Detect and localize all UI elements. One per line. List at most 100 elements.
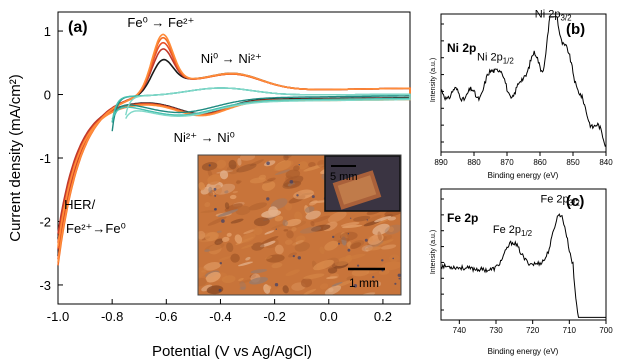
peak-label-0: Ni 2p1/2 (477, 51, 514, 65)
texture-grain (284, 218, 302, 227)
panel-c-label: (c) (566, 193, 584, 210)
texture-grain (230, 218, 244, 224)
texture-speck (292, 255, 295, 258)
texture-grain (374, 215, 392, 223)
small-scale-bar-label: 5 mm (330, 171, 358, 183)
texture-grain (327, 211, 347, 223)
panel-c-peak-labels: Fe 2p1/2Fe 2p3/2 (493, 194, 580, 238)
texture-grain (353, 215, 371, 222)
texture-grain (235, 180, 242, 184)
a-ytick-label: 0 (44, 88, 51, 103)
panel-c-title: Fe 2p (447, 211, 478, 225)
texture-grain (253, 217, 270, 227)
texture-speck (275, 228, 277, 230)
xps-xtick-label: 730 (489, 326, 503, 335)
xps-xtick-label: 860 (533, 158, 547, 167)
peak-label-subscript: 1/2 (503, 56, 515, 65)
texture-speck (221, 219, 225, 223)
texture-grain (250, 269, 268, 274)
xps-xtick-label: 880 (467, 158, 481, 167)
texture-grain (381, 244, 397, 250)
texture-speck (338, 242, 340, 245)
texture-speck (297, 256, 301, 260)
texture-grain (248, 202, 267, 211)
texture-grain (219, 170, 229, 180)
texture-grain (340, 221, 360, 227)
texture-speck (392, 257, 395, 260)
a-ytick-label: -1 (39, 151, 51, 166)
peak-label-subscript: 3/2 (569, 199, 581, 208)
panel-b-xlabel: Binding energy (eV) (488, 171, 559, 180)
texture-grain (224, 203, 243, 212)
texture-grain (274, 169, 291, 175)
peak-label-main: Ni 2p (477, 51, 503, 63)
texture-speck (266, 197, 270, 201)
a-ytick-label: -2 (39, 214, 51, 229)
texture-speck (394, 282, 397, 285)
texture-grain (387, 216, 397, 221)
texture-grain (264, 230, 275, 235)
peak-label-main: Fe 2p (493, 224, 521, 236)
texture-grain (198, 182, 206, 191)
texture-speck (350, 217, 352, 219)
texture-grain (282, 285, 289, 294)
texture-grain (221, 236, 230, 242)
panel-a-xlabel: Potential (V vs Ag/AgCl) (152, 343, 312, 360)
xps-xtick-label: 740 (453, 326, 467, 335)
texture-grain (317, 159, 327, 168)
texture-grain (303, 288, 317, 295)
micrograph-frame (197, 154, 402, 296)
large-scale-bar-label: 1 mm (349, 276, 379, 290)
texture-grain (262, 179, 274, 184)
annotation-fe-reduction: Fe²⁺→Fe⁰ (66, 221, 126, 236)
texture-speck (397, 273, 401, 277)
texture-grain (228, 159, 237, 170)
texture-grain (324, 285, 342, 295)
texture-speck (364, 238, 368, 242)
a-ytick-label: -3 (39, 278, 51, 293)
peak-label-subscript: 1/2 (521, 229, 533, 238)
panel-c-ylabel: Intensity (a.u.) (430, 230, 437, 274)
texture-grain (268, 206, 279, 217)
texture-grain (249, 277, 268, 285)
panel-a-curves (57, 33, 411, 266)
texture-grain (207, 216, 227, 226)
texture-grain (310, 220, 315, 227)
texture-grain (310, 224, 331, 232)
texture-grain (264, 285, 272, 291)
texture-grain (282, 219, 288, 227)
panel-c-xlabel: Binding energy (eV) (488, 347, 559, 356)
texture-grain (239, 281, 247, 291)
panel-a-annotations: Fe⁰ → Fe²⁺ Ni⁰ → Ni²⁺ Ni²⁺ → Ni⁰ HER/Fe²⁺→F… (64, 15, 262, 236)
texture-grain (367, 236, 373, 242)
inset-micrograph: 5 mm 1 mm (197, 154, 402, 296)
texture-grain (201, 284, 213, 292)
texture-speck (214, 194, 217, 197)
texture-grain (235, 205, 251, 216)
texture-grain (284, 202, 293, 211)
a-ytick-label: 1 (44, 24, 51, 39)
texture-speck (347, 248, 351, 252)
texture-grain (226, 232, 232, 237)
xps-xtick-label: 720 (526, 326, 540, 335)
panel-a: (a) -1.0 -0.8 -0.6 -0.4 -0.2 0.0 0.2 1 0 -1 -2 -3 F… (7, 11, 411, 360)
texture-grain (381, 235, 393, 241)
peak-label-main: Fe 2p (541, 194, 569, 206)
texture-grain (253, 227, 263, 236)
texture-grain (230, 253, 240, 263)
texture-grain (312, 215, 331, 223)
texture-grain (319, 246, 325, 255)
texture-grain (291, 226, 297, 232)
texture-grain (384, 224, 401, 235)
panel-c-ticks: 740 730 720 710 700 (441, 198, 613, 335)
texture-speck (266, 161, 270, 166)
texture-grain (215, 184, 222, 195)
texture-grain (251, 242, 265, 251)
texture-grain (377, 231, 382, 241)
texture-grain (381, 261, 401, 271)
texture-grain (216, 170, 234, 174)
a-xtick-label: 0.0 (320, 309, 338, 324)
texture-grain (293, 165, 300, 172)
texture-grain (239, 286, 246, 290)
